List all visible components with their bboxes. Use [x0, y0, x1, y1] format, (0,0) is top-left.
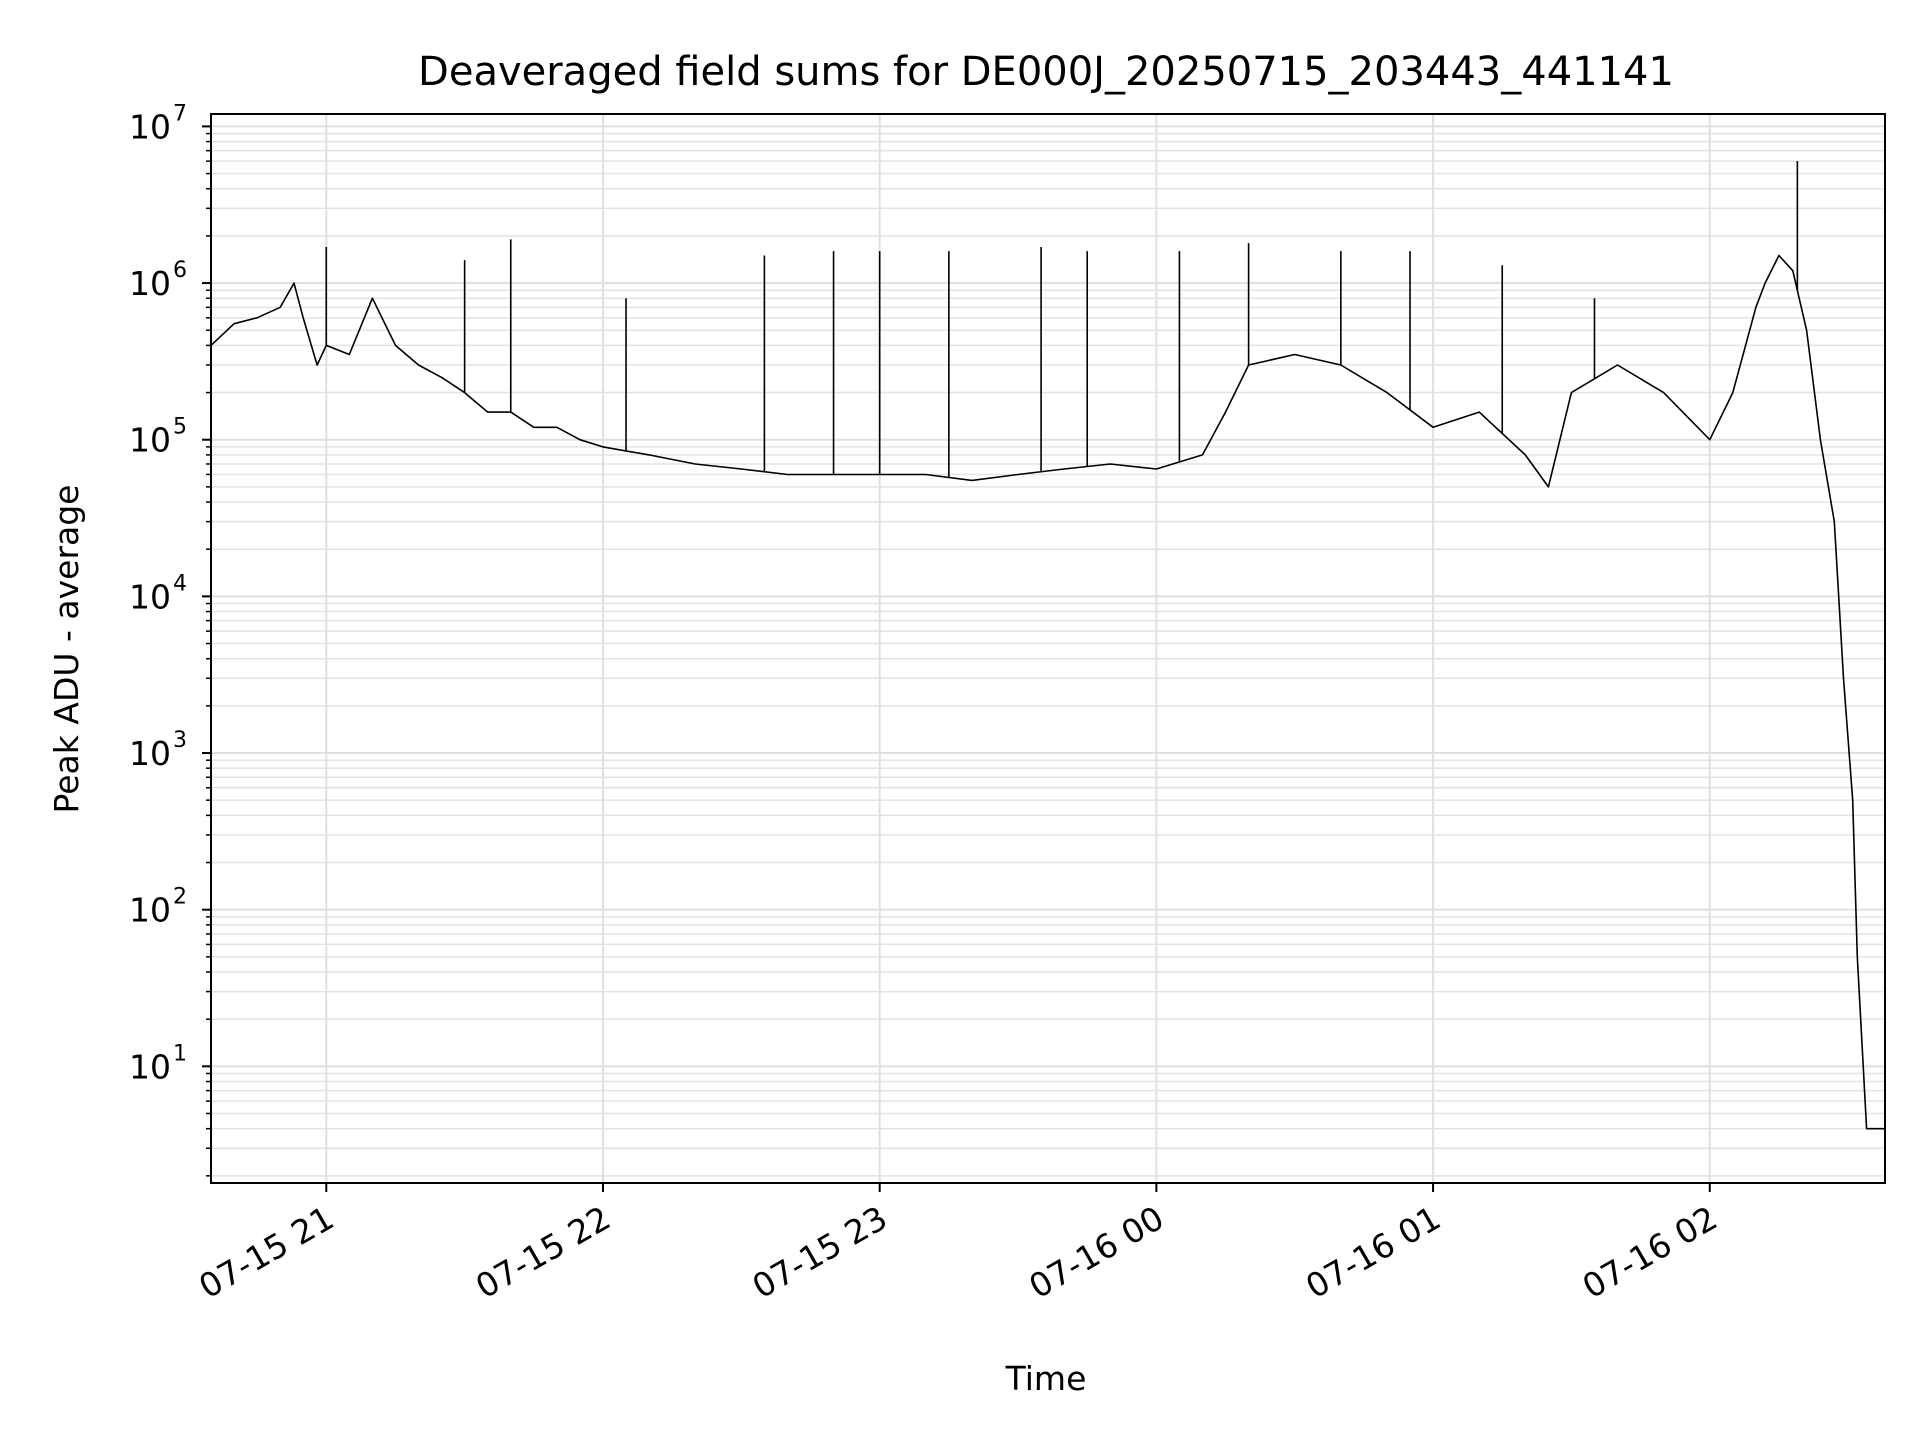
y-tick-label-exponent: 3 — [173, 728, 187, 753]
y-tick-label-exponent: 6 — [173, 258, 187, 283]
y-tick-label: 10 — [129, 264, 171, 303]
y-tick-label: 10 — [129, 891, 171, 930]
y-tick-label: 10 — [129, 577, 171, 616]
series-line — [210, 254, 1885, 1130]
x-axis-label: Time — [1005, 1359, 1087, 1398]
y-tick-label-exponent: 4 — [173, 571, 187, 596]
y-tick-label: 10 — [129, 734, 171, 773]
y-tick-label-exponent: 5 — [173, 415, 187, 440]
plot-frame — [210, 113, 1886, 1184]
series-layer — [210, 161, 1885, 1130]
y-tick-label: 10 — [129, 107, 171, 146]
y-tick-label: 10 — [129, 1047, 171, 1086]
y-tick-label-exponent: 1 — [173, 1041, 187, 1066]
chart-title: Deaveraged field sums for DE000J_2025071… — [418, 49, 1674, 95]
y-tick-label-exponent: 2 — [173, 885, 187, 910]
grid — [211, 114, 1885, 1183]
y-tick-label: 10 — [129, 421, 171, 460]
y-tick-label-exponent: 7 — [173, 101, 187, 126]
y-axis-label: Peak ADU - average — [47, 485, 86, 814]
